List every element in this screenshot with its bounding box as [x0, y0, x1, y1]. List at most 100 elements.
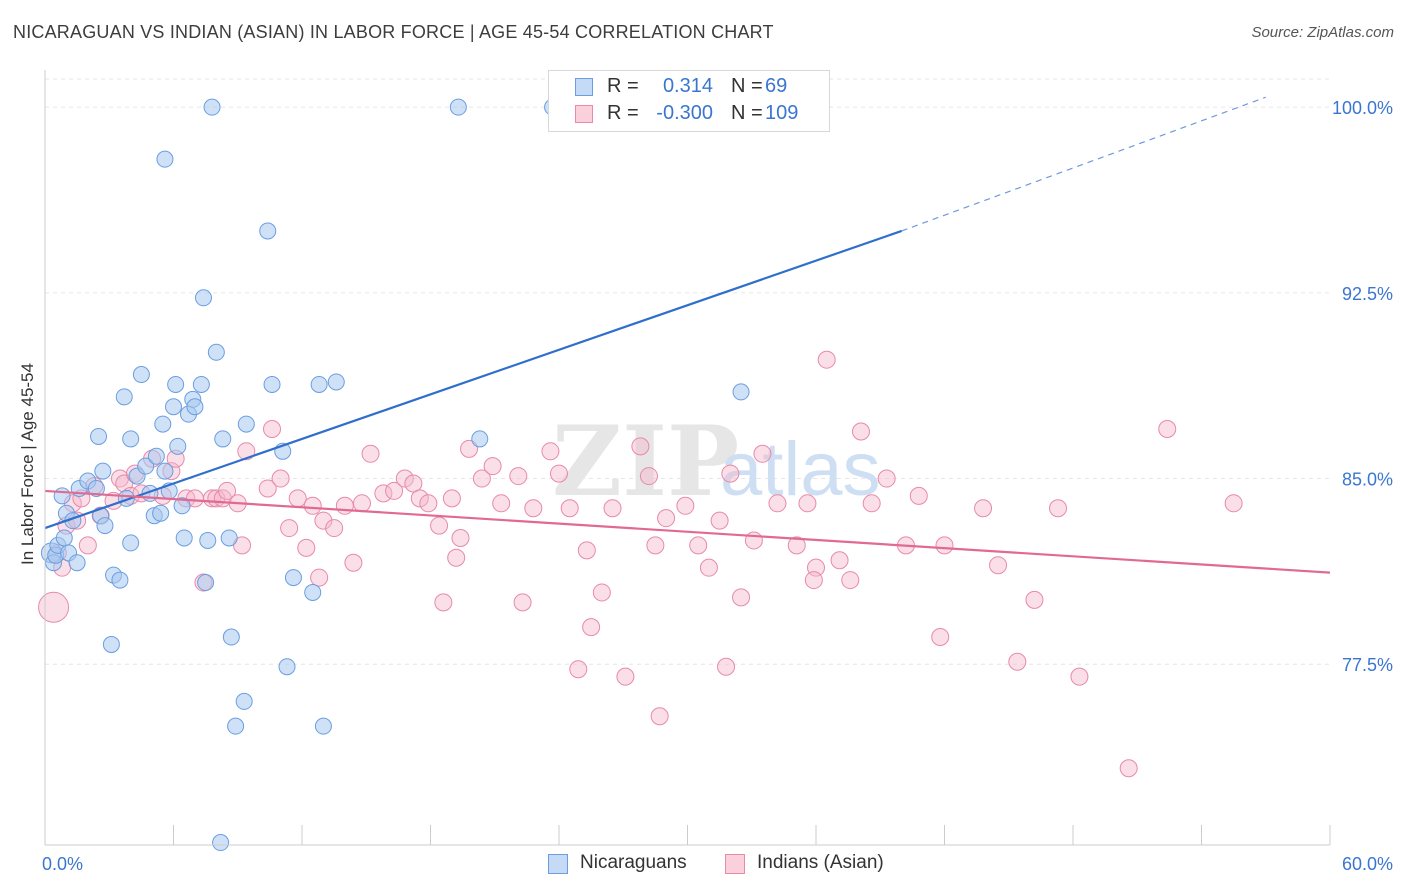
indians-asian-point	[344, 553, 363, 572]
y-tick-label: 77.5%	[1342, 655, 1393, 675]
indians-asian-point	[385, 481, 404, 500]
indians-asian-point	[374, 484, 393, 503]
legend-r-value: 0.314	[662, 75, 713, 97]
nicaraguans-point	[68, 554, 86, 572]
legend-label-nicaraguans: Nicaraguans	[580, 852, 687, 873]
nicaraguans-point	[449, 98, 467, 116]
indians-asian-point	[603, 499, 622, 518]
legend-swatch-pink	[725, 854, 745, 874]
nicaraguans-point	[220, 529, 238, 547]
indians-asian-point	[335, 496, 354, 515]
indians-asian-point	[541, 442, 560, 461]
nicaraguans-point	[111, 571, 129, 589]
nicaraguans-point	[102, 635, 120, 653]
indians-asian-point	[361, 444, 380, 463]
indians-asian-point	[1025, 590, 1044, 609]
nicaraguans-point	[199, 531, 217, 549]
indians-asian-point	[787, 536, 806, 555]
indians-asian-point	[288, 489, 307, 508]
legend-n-value: 109	[765, 102, 799, 124]
indians-asian-point	[560, 499, 579, 518]
indians-asian-point	[352, 494, 371, 513]
indians-asian-point	[280, 519, 299, 538]
y-tick-label: 85.0%	[1342, 470, 1393, 490]
indians-asian-point	[442, 489, 461, 508]
legend-r-label: R =	[607, 102, 639, 124]
nicaraguans-point	[96, 517, 114, 535]
legend-row-indians: R = -0.300 N = 109	[549, 101, 829, 127]
nicaraguans-point	[132, 366, 150, 384]
indians-asian-point	[909, 486, 928, 505]
indians-asian-point	[877, 469, 896, 488]
indians-asian-point	[451, 528, 470, 547]
axis-layer: 77.5% 85.0% 92.5% 100.0% 0.0% 60.0%	[42, 70, 1393, 874]
nicaraguans-point	[237, 415, 255, 433]
nicaraguans-point	[156, 462, 174, 480]
nicaraguans-point	[186, 398, 204, 416]
chart-title: NICARAGUAN VS INDIAN (ASIAN) IN LABOR FO…	[13, 22, 774, 42]
indians-asian-point	[830, 551, 849, 570]
legend-label-indians: Indians (Asian)	[757, 852, 884, 873]
nicaraguans-point	[203, 98, 221, 116]
indians-asian-point	[303, 496, 322, 515]
indians-asian-point	[717, 657, 736, 676]
indians-asian-point	[325, 519, 344, 538]
source-label: Source: ZipAtlas.com	[1251, 24, 1394, 41]
indians-asian-point	[631, 437, 650, 456]
nicaraguans-point	[214, 430, 232, 448]
nicaraguans-point	[154, 415, 172, 433]
y-axis-label: In Labor Force | Age 45-54	[18, 363, 37, 565]
legend-n-value: 69	[765, 75, 788, 97]
nicaraguans-point	[304, 583, 322, 601]
nicaraguans-point	[278, 658, 296, 676]
nicaraguans-point	[175, 529, 193, 547]
indians-asian-point	[935, 536, 954, 555]
y-tick-label: 92.5%	[1342, 284, 1393, 304]
indians-asian-point	[721, 464, 740, 483]
indians-asian-point	[483, 457, 502, 476]
indians-asian-point	[472, 469, 491, 488]
indians-asian-point	[676, 496, 695, 515]
grid-layer	[45, 78, 1330, 665]
indians-asian-point	[430, 516, 449, 535]
indians-asian-point	[434, 593, 453, 612]
indians-asian-point	[1119, 759, 1138, 778]
indians-asian-point	[592, 583, 611, 602]
nicaraguans-point	[732, 383, 750, 401]
nicaraguans-trend-line	[44, 229, 903, 530]
nicaraguans-point	[227, 717, 245, 735]
x-tick-label: 0.0%	[42, 854, 83, 874]
indians-asian-point	[710, 511, 729, 530]
legend-n-label: N =	[731, 75, 763, 97]
nicaraguans-point	[122, 534, 140, 552]
indians-asian-point	[513, 593, 532, 612]
indians-asian-point	[258, 479, 277, 498]
indians-asian-point	[314, 511, 333, 530]
legend-r-value: -0.300	[656, 102, 713, 124]
indians-asian-point	[989, 556, 1008, 575]
indians-asian-point	[524, 499, 543, 518]
indians-asian-point	[460, 439, 479, 458]
legend-r-label: R =	[607, 75, 639, 97]
nicaraguans-point	[55, 529, 73, 547]
indians-asian-point	[550, 464, 568, 483]
legend-swatch-pink	[575, 105, 593, 123]
nicaraguans-point	[197, 574, 215, 592]
nicaraguans-point	[94, 462, 112, 480]
nicaraguans-point	[194, 289, 212, 307]
nicaraguans-point	[169, 437, 187, 455]
indians-asian-point	[753, 444, 772, 463]
legend-swatch-blue	[548, 854, 568, 874]
indians-asian-point	[732, 588, 751, 607]
nicaraguans-point	[212, 834, 230, 852]
nicaraguans-point	[310, 375, 328, 393]
indians-asian-point	[974, 499, 993, 518]
indians-asian-point	[263, 420, 282, 439]
watermark-atlas: atlas	[720, 427, 881, 512]
indians-asian-point	[744, 531, 763, 550]
indians-asian-point	[1049, 499, 1068, 518]
indians-asian-point	[78, 536, 97, 555]
indians-asian-point	[768, 494, 787, 513]
nicaraguans-point	[235, 692, 253, 710]
